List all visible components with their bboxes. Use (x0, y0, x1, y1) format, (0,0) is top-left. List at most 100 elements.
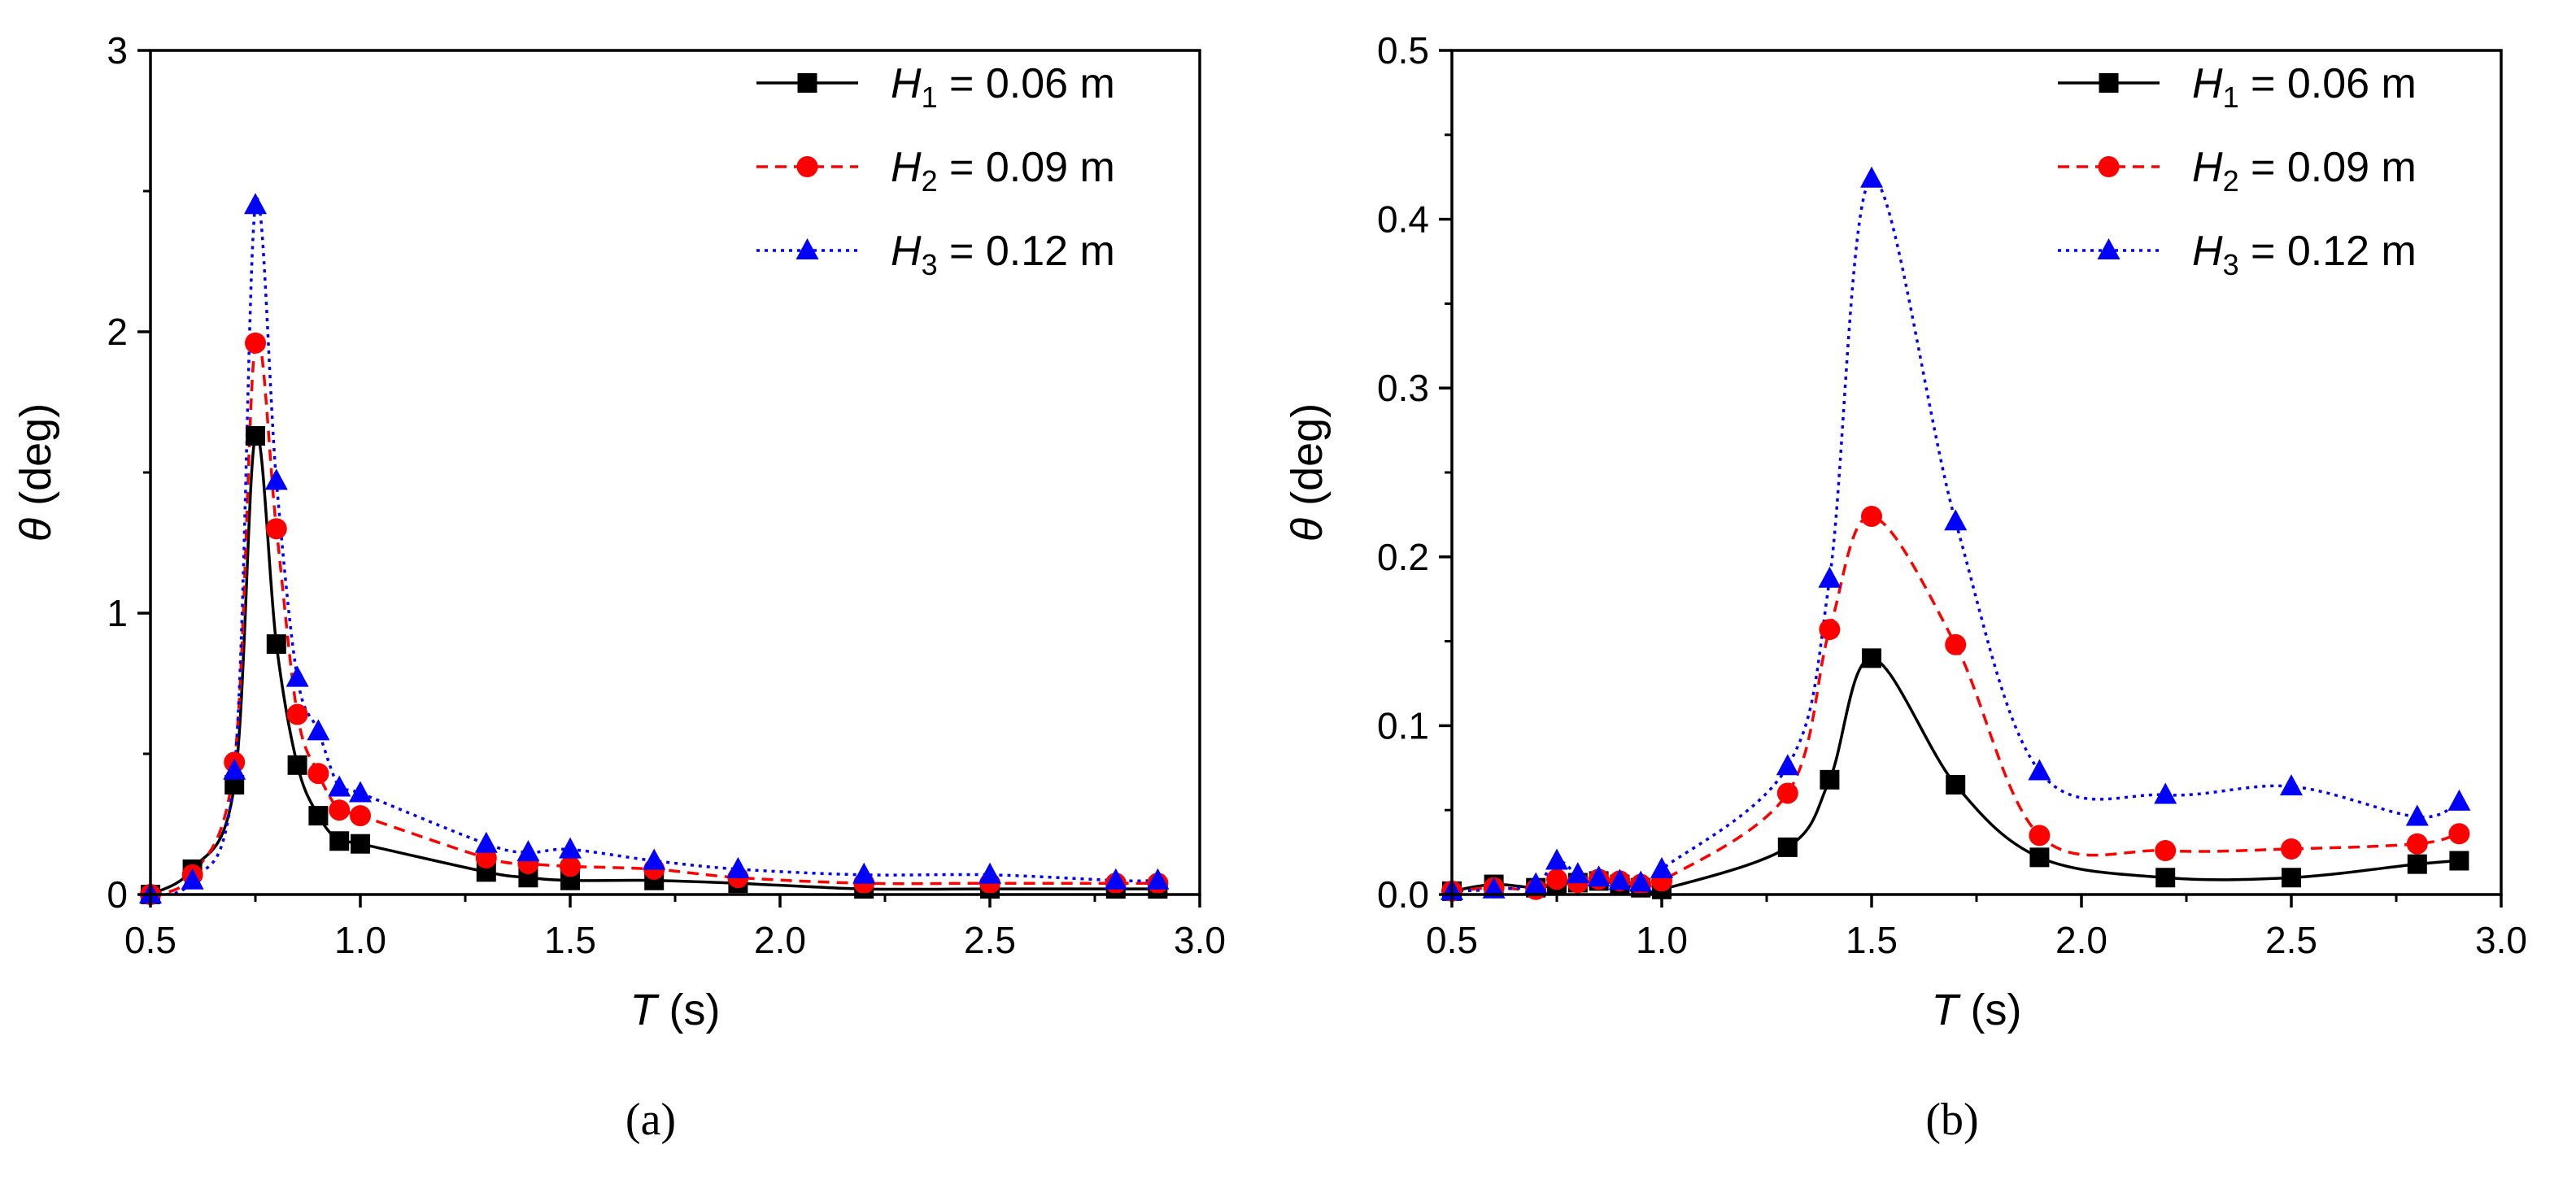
legend-value: = 0.09 m (938, 144, 1115, 191)
legend-marker-3 (795, 238, 819, 259)
data-point-series-2 (1819, 619, 1841, 641)
data-point-series-1 (329, 831, 350, 851)
x-tick-label: 1.5 (544, 919, 596, 961)
y-tick-label: 0.0 (1377, 873, 1429, 916)
data-point-series-1 (1946, 775, 1966, 795)
legend-subscript: 1 (922, 81, 938, 114)
y-tick-label: 3 (107, 29, 128, 72)
y-tick-label: 0.3 (1377, 367, 1429, 409)
data-point-series-2 (265, 518, 287, 540)
data-point-series-3 (1818, 566, 1842, 588)
chart-panel-b: 0.5 1.0 1.5 2.0 2.5 3.0 0.0 0.1 0.2 0.3 0.4 0.5 T (s… (1283, 29, 2527, 1145)
data-point-series-3 (643, 848, 666, 870)
data-point-series-3 (2405, 804, 2429, 826)
data-point-series-1 (2282, 868, 2301, 888)
legend-value: = 0.06 m (2239, 60, 2417, 107)
legend-variable: H (891, 228, 922, 275)
series-line-2 (1452, 515, 2460, 893)
legend-value: = 0.12 m (938, 228, 1115, 275)
data-point-series-2 (2029, 825, 2051, 847)
data-point-series-3 (181, 868, 204, 890)
legend-label-2: H2 = 0.09 m (2192, 144, 2417, 198)
data-point-series-2 (307, 763, 329, 785)
y-tick-label: 2 (107, 311, 128, 353)
y-axis-unit: (deg) (1283, 403, 1332, 506)
x-axis-variable: T (630, 986, 660, 1034)
legend-variable: H (891, 144, 922, 191)
x-axis-space (657, 986, 669, 1034)
legend-marker-3 (2097, 238, 2121, 259)
data-point-series-3 (1629, 870, 1653, 892)
panel-label: (a) (625, 1095, 676, 1145)
legend-label-1: H1 = 0.06 m (2192, 60, 2417, 114)
data-point-series-2 (2281, 838, 2302, 860)
x-tick-label: 0.5 (124, 919, 177, 961)
x-tick-label: 2.5 (2265, 919, 2317, 961)
data-point-series-3 (726, 856, 750, 878)
data-point-series-2 (1861, 505, 1882, 527)
data-point-series-3 (2154, 782, 2177, 804)
panel-label: (b) (1925, 1095, 1978, 1145)
x-tick-label: 2.0 (2055, 919, 2107, 961)
series-line-3 (150, 197, 1158, 895)
x-tick-label: 3.0 (2475, 919, 2527, 961)
y-tick-label: 0.2 (1377, 536, 1429, 578)
data-point-series-1 (1862, 648, 1881, 668)
y-axis-space (11, 506, 60, 518)
y-axis-variable: θ (1283, 518, 1332, 542)
data-point-series-3 (349, 781, 372, 803)
data-point-series-2 (286, 703, 308, 725)
x-axis-space (1959, 986, 1971, 1034)
data-point-series-2 (329, 799, 351, 821)
data-point-series-1 (266, 634, 286, 655)
data-point-series-3 (1545, 848, 1568, 870)
data-point-series-3 (1104, 868, 1127, 890)
data-point-series-3 (1524, 872, 1548, 894)
legend-label-3: H3 = 0.12 m (891, 228, 1115, 281)
legend-marker-2 (796, 156, 818, 177)
series-line-2 (150, 335, 1158, 895)
legend-variable: H (891, 60, 922, 107)
data-point-series-2 (245, 332, 266, 354)
y-axis-space (1283, 506, 1332, 518)
data-point-series-1 (1777, 837, 1798, 857)
data-point-series-2 (1945, 633, 1967, 655)
x-tick-label: 3.0 (1174, 919, 1226, 961)
data-point-series-3 (852, 862, 876, 884)
data-point-series-3 (1776, 754, 1799, 776)
data-point-series-3 (328, 775, 351, 797)
data-point-series-1 (308, 806, 329, 826)
legend-variable: H (2192, 144, 2223, 191)
data-point-series-3 (1146, 868, 1170, 890)
x-tick-label: 2.0 (754, 919, 806, 961)
y-axis-unit: (deg) (11, 403, 60, 506)
legend-label-1: H1 = 0.06 m (891, 60, 1115, 114)
plot-area (150, 197, 1158, 895)
data-point-series-1 (2029, 847, 2050, 868)
data-point-series-3 (1608, 868, 1632, 890)
data-point-series-1 (2449, 851, 2469, 871)
data-point-series-2 (1546, 868, 1567, 890)
legend-marker-1 (797, 73, 817, 93)
data-point-series-2 (2448, 823, 2470, 845)
y-tick-label: 1 (107, 592, 128, 634)
y-tick-label: 0.5 (1377, 29, 1429, 72)
data-point-series-3 (1860, 166, 1883, 188)
data-point-series-1 (351, 834, 370, 854)
data-point-series-1 (1820, 769, 1840, 790)
data-point-series-3 (2447, 789, 2471, 811)
data-point-series-3 (1566, 862, 1589, 884)
data-point-series-3 (285, 665, 309, 687)
legend-subscript: 1 (2223, 81, 2239, 114)
legend-label-2: H2 = 0.09 m (891, 144, 1115, 198)
legend-variable: H (2192, 228, 2223, 275)
legend-value: = 0.12 m (2239, 228, 2417, 275)
data-point-series-2 (350, 805, 371, 827)
x-tick-label: 2.5 (964, 919, 1016, 961)
data-point-series-2 (2155, 840, 2177, 862)
data-point-series-3 (517, 840, 540, 862)
legend-value: = 0.09 m (2239, 144, 2417, 191)
x-axis-title: T (s) (630, 986, 721, 1034)
x-axis-unit: (s) (669, 986, 721, 1034)
